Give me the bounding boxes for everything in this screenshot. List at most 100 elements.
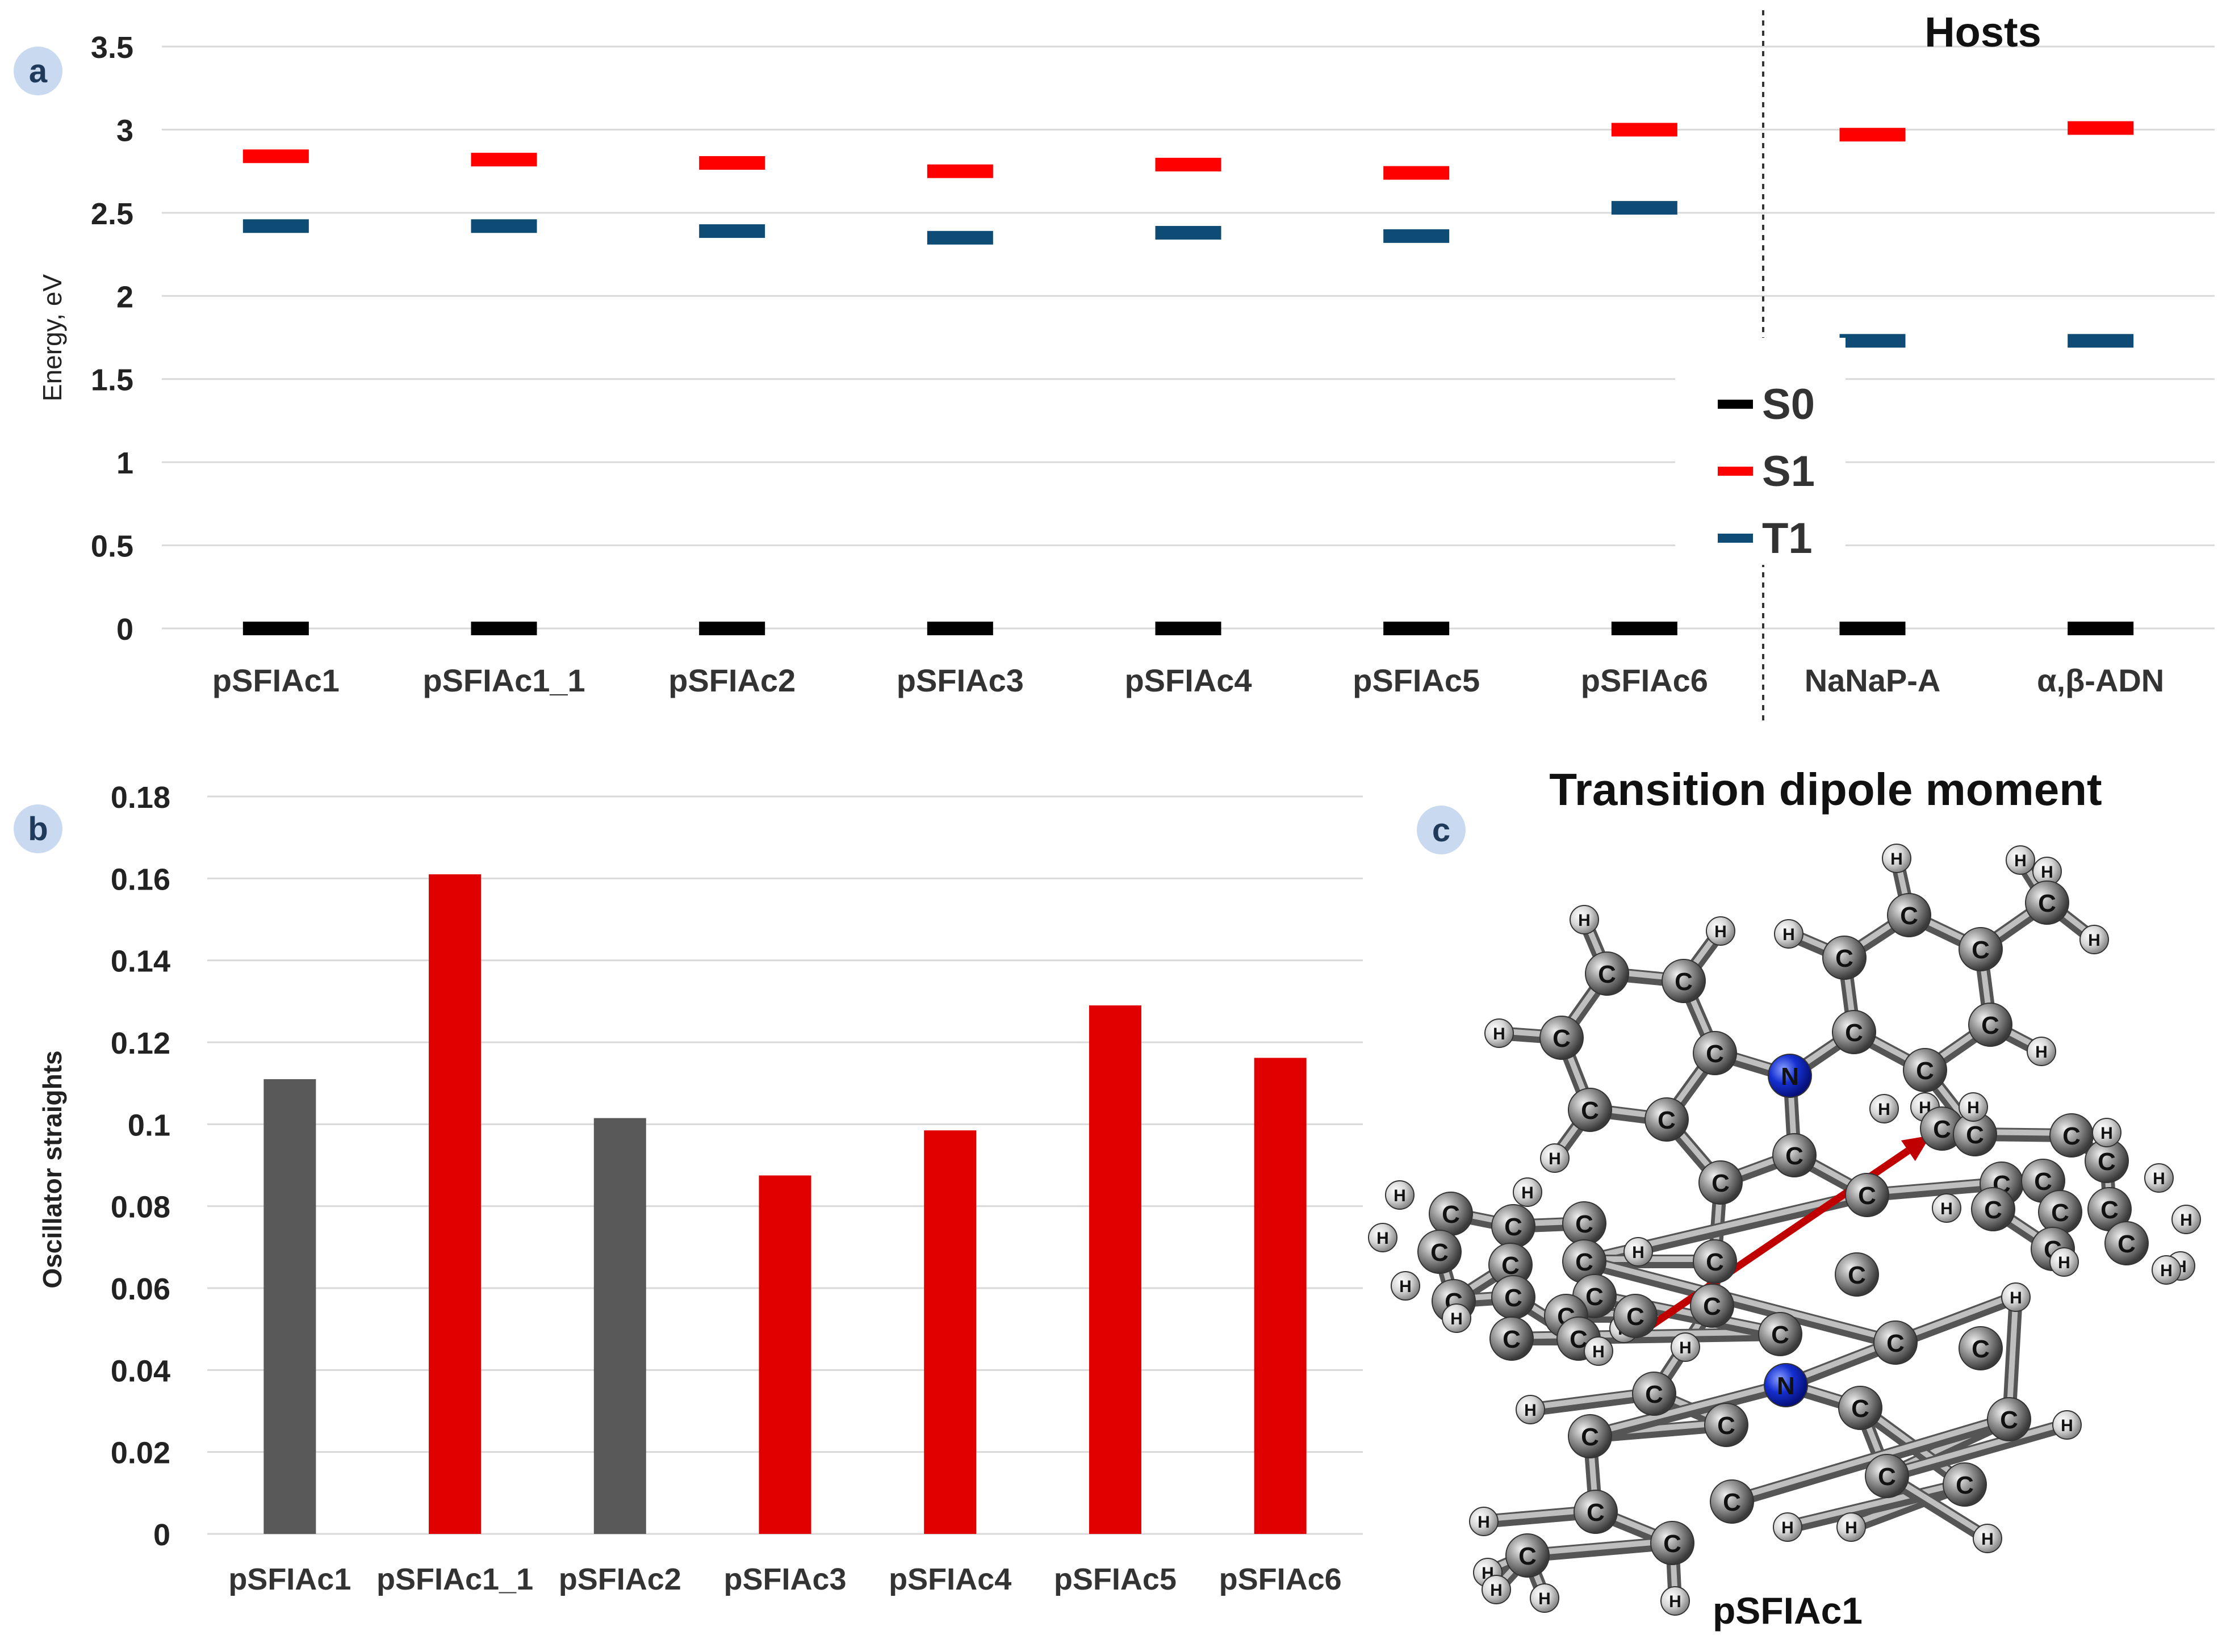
atom-label: H bbox=[1714, 923, 1727, 941]
legend-label-t1: T1 bbox=[1762, 514, 1813, 563]
atom-c bbox=[1693, 1031, 1737, 1075]
legend-label-s1: S1 bbox=[1762, 447, 1815, 496]
atom-label: C bbox=[1658, 1106, 1676, 1134]
bar-psfiac4 bbox=[924, 1130, 977, 1534]
atom-h bbox=[1836, 1512, 1866, 1542]
atom-h bbox=[1513, 1177, 1542, 1207]
atom-h bbox=[1540, 1143, 1570, 1173]
atom-c bbox=[1943, 1462, 1987, 1507]
atom-c bbox=[1873, 1320, 1918, 1365]
atom-label: C bbox=[1972, 936, 1990, 964]
atom-label: C bbox=[1442, 1201, 1460, 1228]
panel-c-title: Transition dipole moment bbox=[1549, 764, 2102, 815]
atom-c bbox=[2025, 880, 2069, 925]
bar-psfiac2 bbox=[593, 1118, 646, 1534]
atom-label: C bbox=[1933, 1116, 1951, 1143]
level-mark-t1 bbox=[2068, 334, 2134, 348]
atom-c bbox=[1632, 1372, 1676, 1416]
atom-label: H bbox=[2035, 1043, 2048, 1062]
hosts-label: Hosts bbox=[1924, 9, 2041, 56]
atom-c bbox=[1693, 1239, 1737, 1284]
atom-label: C bbox=[1581, 1097, 1599, 1125]
atom-c bbox=[1568, 1414, 1612, 1458]
atom-h bbox=[1570, 905, 1599, 934]
atom-c bbox=[1822, 936, 1867, 980]
panel-b-y-tick-label: 0.1 bbox=[128, 1108, 170, 1142]
atom-c bbox=[1644, 1097, 1689, 1142]
atom-h bbox=[1482, 1575, 1511, 1604]
atom-c bbox=[1971, 1187, 2015, 1231]
atom-label: C bbox=[2118, 1230, 2136, 1258]
panel-a-y-tick-label: 2 bbox=[116, 280, 133, 314]
level-mark-s0 bbox=[1839, 622, 1906, 635]
atom-h bbox=[1882, 844, 1911, 873]
atom-c bbox=[1704, 1403, 1748, 1447]
atom-label: C bbox=[1972, 1335, 1990, 1363]
atom-h bbox=[1774, 919, 1803, 949]
atom-c bbox=[2104, 1221, 2149, 1265]
atom-c bbox=[1539, 1016, 1584, 1060]
level-mark-s0 bbox=[699, 622, 765, 635]
atom-label: C bbox=[1956, 1471, 1974, 1499]
atom-label: C bbox=[2038, 890, 2056, 917]
atom-c bbox=[1845, 1173, 1889, 1217]
panel-b-category-label: pSFIAc5 bbox=[1054, 1562, 1177, 1596]
level-mark-s1 bbox=[242, 149, 309, 163]
bar-psfiac3 bbox=[759, 1175, 811, 1534]
atom-label: C bbox=[2100, 1196, 2119, 1224]
atom-label: C bbox=[1878, 1463, 1896, 1491]
atom-h bbox=[1484, 1018, 1514, 1048]
atom-n bbox=[1764, 1363, 1808, 1407]
atom-label: H bbox=[1981, 1530, 1994, 1549]
panel-a-y-tick-label: 1 bbox=[116, 446, 133, 480]
atom-label: C bbox=[1575, 1248, 1593, 1276]
atom-label: H bbox=[1524, 1401, 1537, 1420]
atom-h bbox=[2052, 1410, 2082, 1440]
atom-c bbox=[1698, 1160, 1743, 1205]
atom-label: H bbox=[1878, 1100, 1890, 1119]
atom-label: H bbox=[2153, 1169, 2165, 1188]
atom-c bbox=[1865, 1454, 1909, 1498]
atom-label: H bbox=[1679, 1339, 1692, 1357]
bar-psfiac1 bbox=[263, 1079, 316, 1534]
atom-label: H bbox=[1845, 1519, 1857, 1537]
atom-label: H bbox=[2010, 1289, 2022, 1307]
atom-label: C bbox=[1845, 1019, 1863, 1047]
molecule-label: pSFIAc1 bbox=[1713, 1590, 1863, 1632]
atom-label: H bbox=[1549, 1150, 1561, 1168]
atom-c bbox=[1887, 893, 1931, 937]
level-mark-s0 bbox=[471, 622, 537, 635]
panel-a-category-label: α,β-ADN bbox=[2037, 663, 2164, 698]
atom-h bbox=[2171, 1205, 2201, 1234]
atom-label: C bbox=[1663, 1530, 1681, 1558]
atom-c bbox=[1505, 1533, 1550, 1578]
atom-label: C bbox=[2098, 1148, 2116, 1176]
atom-label: H bbox=[1781, 1519, 1794, 1537]
atom-h bbox=[1869, 1094, 1899, 1123]
panel-a-letter: a bbox=[29, 53, 48, 90]
bond-highlight bbox=[1864, 1179, 2005, 1196]
atom-h bbox=[1773, 1512, 1802, 1542]
atom-h bbox=[1469, 1507, 1499, 1536]
level-mark-s1 bbox=[2068, 121, 2134, 135]
legend-label-s0: S0 bbox=[1762, 380, 1815, 429]
atom-label: C bbox=[1645, 1381, 1663, 1408]
bond-highlight bbox=[1729, 1414, 2012, 1502]
panel-b-y-ticks: 0 0.02 0.04 0.06 0.08 0.1 0.12 0.14 0.16 0.18 bbox=[111, 781, 170, 1552]
atom-label: H bbox=[2160, 1261, 2173, 1280]
atom-label: H bbox=[1890, 850, 1903, 869]
atom-label: H bbox=[1493, 1025, 1505, 1043]
bar-psfiac6 bbox=[1254, 1058, 1307, 1534]
molecule-atoms: H C H H C H H C C H H C C H C C C C N H C C C H H C C H H C C C C H H C C C H C… bbox=[1368, 844, 2201, 1616]
panel-a-y-ticks: 0 0.5 1 1.5 2 2.5 3 3.5 bbox=[91, 31, 133, 647]
bond-highlight bbox=[2006, 1292, 2019, 1420]
atom-c bbox=[1574, 1490, 1618, 1534]
atom-c bbox=[1968, 1003, 2012, 1047]
atom-label: C bbox=[1717, 1412, 1735, 1440]
atom-label: H bbox=[1940, 1200, 1953, 1218]
panel-a-y-tick-label: 0 bbox=[116, 613, 133, 647]
atom-h bbox=[1932, 1193, 1961, 1223]
level-mark-s0 bbox=[242, 622, 309, 635]
atom-label: H bbox=[1592, 1343, 1605, 1361]
panel-b-y-tick-label: 0.16 bbox=[111, 862, 170, 896]
